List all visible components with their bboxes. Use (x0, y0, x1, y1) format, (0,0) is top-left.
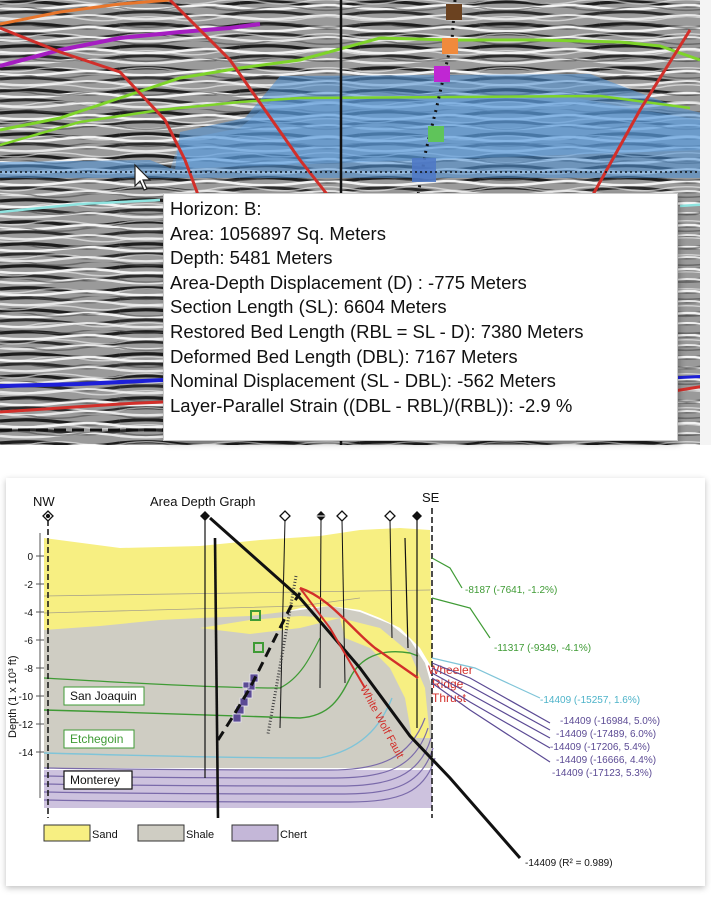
san-joaquin-label: San Joaquin (70, 689, 137, 703)
se-label: SE (422, 490, 440, 505)
tooltip-area: Area: 1056897 Sq. Meters (170, 222, 386, 244)
annotation-4: -14409 (-16984, 5.0%) (560, 716, 660, 727)
nw-label: NW (33, 494, 55, 509)
pick-marker-brown (446, 4, 462, 20)
graph-pick-green-1 (250, 610, 261, 621)
y-tick-label: -12 (19, 720, 34, 731)
sand-body-upper (44, 528, 432, 668)
legend-label-chert: Chert (280, 829, 307, 841)
monterey-label: Monterey (70, 773, 120, 787)
y-tick-label: -10 (19, 692, 34, 703)
y-axis-label: Depth (1 x 10³ ft) (7, 655, 19, 738)
tooltip-layer-strain: Layer-Parallel Strain ((DBL - RBL)/(RBL)… (170, 394, 573, 416)
y-axis: 0 -2 -4 -6 -8 -10 -12 -14 Depth (1 x 10³ ft) (7, 533, 44, 798)
area-depth-regression-line (216, 592, 302, 741)
fault-red-3 (588, 29, 692, 201)
well-marker-nw (42, 510, 54, 522)
annotation-regression: -14409 (R² = 0.989) (525, 858, 613, 869)
white-wolf-fault (299, 587, 366, 689)
tooltip-section-length: Section Length (SL): 6604 Meters (170, 296, 447, 318)
y-tick-label: -4 (24, 608, 33, 619)
horizon-green-line-1 (43, 651, 419, 719)
fault-red-2 (168, 0, 332, 199)
well-marker-5 (384, 510, 396, 522)
horizon-blue-deep (0, 378, 164, 388)
horizon-purple (0, 22, 261, 68)
sand-lens (200, 616, 340, 634)
pick-marker-green (428, 126, 444, 142)
graph-pick-green-2 (253, 642, 264, 653)
cross-section-panel: NW Area Depth Graph SE 0 -2 -4 -6 -8 -10 -12 -1… (0, 478, 711, 894)
legend-swatch-sand (43, 824, 91, 842)
horizon-teal (0, 198, 161, 214)
annotation-5: -14409 (-17489, 6.0%) (556, 729, 656, 740)
annotation-1: -8187 (-7641, -1.2%) (465, 585, 557, 596)
tooltip-nominal-displacement: Nominal Displacement (SL - DBL): -562 Me… (170, 370, 556, 392)
tooltip-restored-bed-length: Restored Bed Length (RBL = SL - D): 7380… (170, 320, 584, 342)
pick-marker-magenta (434, 66, 450, 82)
regression-extension (209, 516, 522, 859)
pick-marker-orange (442, 38, 458, 54)
san-joaquin-box (63, 686, 145, 706)
graph-title: Area Depth Graph (150, 494, 256, 509)
etchegoin-box (63, 729, 135, 749)
annotation-7: -14409 (-16666, 4.4%) (556, 755, 656, 766)
monterey-box (63, 770, 133, 790)
projection-lines (431, 557, 551, 763)
annotation-2: -11317 (-9349, -4.1%) (494, 643, 591, 654)
annotation-8: -14409 (-17123, 5.3%) (552, 768, 652, 779)
y-tick-label: -6 (24, 636, 33, 647)
horizon-info-tooltip: Horizon: B: Area: 1056897 Sq. Meters Dep… (163, 193, 678, 441)
tooltip-deformed-bed-length: Deformed Bed Length (DBL): 7167 Meters (170, 345, 518, 367)
well-marker-4 (336, 510, 348, 522)
horizon-b-highlight (0, 74, 702, 178)
legend-label-shale: Shale (186, 829, 214, 841)
legend: Sand Shale Chert (43, 824, 307, 842)
wheeler-label-3: Thrust (432, 691, 467, 705)
horizon-green-lower (0, 94, 691, 147)
cross-section-diagram: NW Area Depth Graph SE 0 -2 -4 -6 -8 -10 -12 -1… (6, 478, 705, 886)
sand-right (340, 618, 430, 738)
y-tick-label: 0 (27, 552, 33, 563)
y-tick-label: -8 (24, 664, 33, 675)
y-tick-label: -2 (24, 580, 33, 591)
wheeler-ridge-thrust (299, 586, 419, 679)
legend-swatch-shale (137, 824, 185, 842)
tooltip-displacement: Area-Depth Displacement (D) : -775 Meter… (170, 271, 527, 293)
well-marker-3 (316, 511, 326, 521)
legend-label-sand: Sand (92, 829, 118, 841)
annotation-6: -14409 (-17206, 5.4%) (550, 742, 650, 753)
legend-swatch-chert (231, 824, 279, 842)
well-marker-1 (200, 511, 210, 521)
annotation-3: -14409 (-15257, 1.6%) (540, 695, 640, 706)
y-tick-label: -14 (19, 748, 34, 759)
wheeler-label-2: Ridge (432, 677, 464, 691)
tooltip-horizon: Horizon: B: (170, 198, 262, 219)
well-marker-se (412, 511, 422, 521)
horizon-orange (0, 0, 171, 26)
tooltip-depth: Depth: 5481 Meters (170, 247, 333, 269)
fault-red-4 (0, 400, 164, 414)
well-marker-2 (279, 510, 291, 522)
fault-red-1 (0, 26, 202, 201)
mouse-cursor-icon (134, 163, 152, 191)
horizon-teal-line (43, 697, 393, 759)
pick-marker-blue (412, 158, 436, 182)
etchegoin-label: Etchegoin (70, 732, 123, 746)
chert-bands (44, 770, 432, 808)
